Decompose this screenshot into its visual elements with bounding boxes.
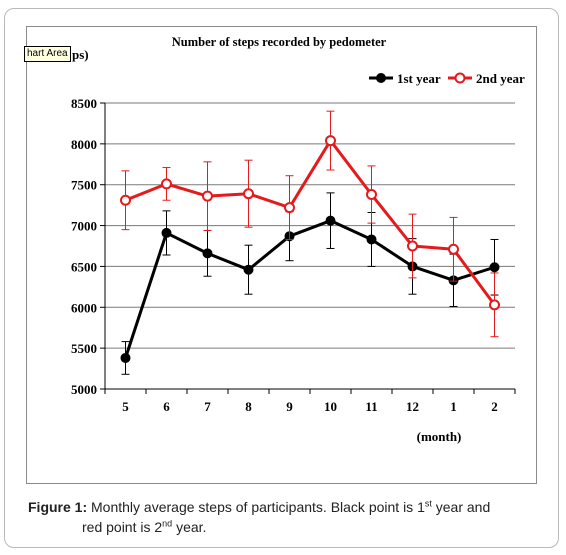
year2-point <box>448 243 459 255</box>
caption-sup-2: nd <box>162 518 173 529</box>
chart-area[interactable] <box>26 26 537 484</box>
year1-point <box>366 234 377 245</box>
x-tick-label: 2 <box>491 399 498 414</box>
year2-point <box>407 240 418 252</box>
year2-point <box>284 202 295 214</box>
x-tick-label: 7 <box>204 399 211 414</box>
y-tick-label: 8000 <box>71 137 97 152</box>
x-tick-label: 1 <box>450 399 457 414</box>
caption-text-4: year. <box>172 519 207 535</box>
year2-point <box>120 194 131 206</box>
x-tick-label: 12 <box>406 399 419 414</box>
year1-series-line <box>124 219 495 359</box>
caption-text-1: Monthly average steps of participants. B… <box>87 499 425 515</box>
chart-area-tooltip: hart Area <box>24 46 71 62</box>
year1-point <box>120 352 131 363</box>
chart-svg: 5000 5500 6000 6500 7000 7500 8000 8500 5 6 7 8 9 10 1… <box>71 35 525 444</box>
year1-legend-marker <box>376 73 386 83</box>
caption-figure-label: Figure 1: <box>28 499 88 515</box>
x-tick-label: 9 <box>286 399 293 414</box>
y-axis-label-fragment: ps) <box>72 47 89 62</box>
year2-legend-marker <box>454 72 466 84</box>
y-tick-label: 5500 <box>71 341 97 356</box>
chart-title: Number of steps recorded by pedometer <box>172 35 387 49</box>
year2-point <box>202 190 213 202</box>
x-tick-label: 11 <box>365 399 377 414</box>
y-tick-label: 5000 <box>71 382 97 397</box>
y-tick-label: 7500 <box>71 178 97 193</box>
x-axis-label: (month) <box>417 429 462 444</box>
caption-sup-1: st <box>424 498 432 509</box>
year2-point <box>366 189 377 201</box>
y-tick-label: 7000 <box>71 219 97 234</box>
year1-point <box>161 227 172 238</box>
year1-point <box>202 248 213 259</box>
year1-legend-label: 1st year <box>397 71 441 86</box>
year2-series-line <box>124 139 496 306</box>
y-tick-label: 6000 <box>71 300 97 315</box>
x-tick-label: 10 <box>324 399 337 414</box>
year2-point <box>325 135 336 147</box>
year1-point <box>325 215 336 226</box>
x-tick-label: 8 <box>245 399 252 414</box>
year1-point <box>489 262 500 273</box>
year2-point <box>243 188 254 200</box>
year2-legend-label: 2nd year <box>476 71 525 86</box>
x-tick-label: 6 <box>163 399 170 414</box>
caption-text-3: red point is 2 <box>82 519 163 535</box>
caption-text-2: year and <box>431 499 491 515</box>
y-tick-label: 8500 <box>71 96 97 111</box>
y-tick-label: 6500 <box>71 259 97 274</box>
year2-point <box>489 299 500 311</box>
year1-point <box>243 264 254 275</box>
figure-caption: Figure 1: Monthly average steps of parti… <box>28 497 548 537</box>
x-tick-label: 5 <box>122 399 129 414</box>
year2-point <box>161 178 172 190</box>
